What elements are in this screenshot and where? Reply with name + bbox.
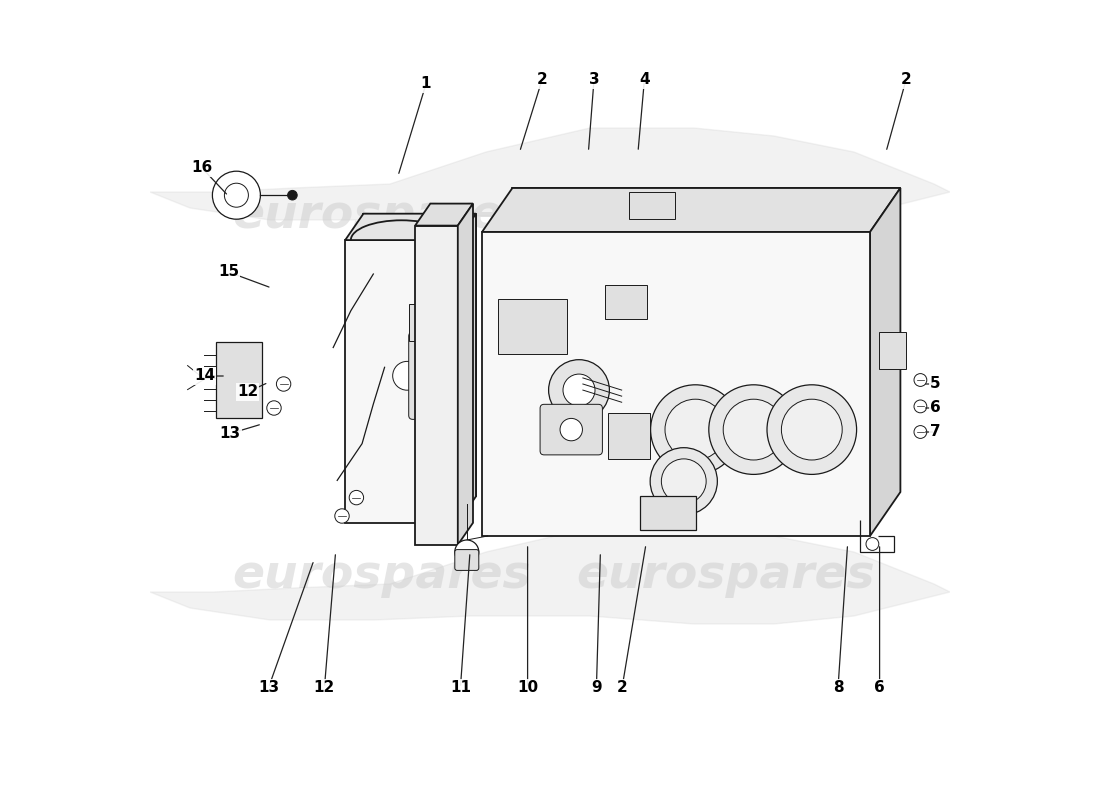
Bar [216,342,262,418]
Polygon shape [482,188,901,232]
Circle shape [914,400,927,413]
Circle shape [560,418,582,441]
Polygon shape [482,232,870,536]
Circle shape [212,171,261,219]
Text: 5: 5 [931,377,940,391]
Circle shape [866,538,879,550]
FancyBboxPatch shape [540,404,603,455]
Circle shape [287,190,297,200]
Circle shape [454,540,478,564]
Polygon shape [415,204,473,226]
Polygon shape [513,188,901,492]
Circle shape [661,459,706,504]
Circle shape [767,385,857,474]
Bar [879,332,906,369]
Text: 13: 13 [219,426,241,441]
FancyBboxPatch shape [454,550,478,570]
Text: 6: 6 [931,401,940,415]
Circle shape [723,399,784,460]
Circle shape [563,374,595,406]
Polygon shape [458,214,476,523]
Polygon shape [458,204,473,545]
Circle shape [349,490,364,505]
Text: eurospares: eurospares [233,194,531,238]
Polygon shape [870,188,901,536]
FancyBboxPatch shape [409,303,440,341]
Text: 10: 10 [517,681,538,695]
Circle shape [666,399,726,460]
Text: eurospares: eurospares [576,554,876,598]
Polygon shape [363,214,476,496]
Circle shape [708,385,799,474]
Text: 14: 14 [194,369,214,383]
Text: 4: 4 [639,73,650,87]
Circle shape [267,401,282,415]
Text: 7: 7 [931,425,940,439]
Text: 2: 2 [901,73,912,87]
Text: eurospares: eurospares [233,554,531,598]
Text: 12: 12 [236,385,258,399]
Polygon shape [345,214,476,240]
Polygon shape [345,240,458,523]
Polygon shape [415,226,458,545]
Text: 2: 2 [537,73,548,87]
Bar [497,299,568,354]
Text: 9: 9 [591,681,602,695]
Circle shape [650,448,717,515]
Circle shape [393,362,421,390]
Text: eurospares: eurospares [576,194,876,238]
Text: 3: 3 [588,73,600,87]
Polygon shape [150,128,950,224]
Circle shape [650,385,740,474]
FancyBboxPatch shape [605,285,647,318]
Circle shape [224,183,249,207]
Text: 8: 8 [833,681,844,695]
Circle shape [549,360,609,421]
Polygon shape [150,528,950,624]
Bar [629,193,675,219]
Text: 15: 15 [218,265,239,279]
Text: 13: 13 [257,681,279,695]
Circle shape [781,399,843,460]
Circle shape [914,374,927,386]
Circle shape [276,377,290,391]
Circle shape [334,509,349,523]
FancyBboxPatch shape [409,332,448,419]
Text: 16: 16 [191,161,212,175]
Text: 12: 12 [314,681,336,695]
Circle shape [914,426,927,438]
Text: 2: 2 [617,681,627,695]
Text: 1: 1 [420,77,431,91]
FancyBboxPatch shape [640,496,695,530]
FancyBboxPatch shape [608,413,650,458]
Text: 11: 11 [450,681,471,695]
Text: 6: 6 [874,681,886,695]
